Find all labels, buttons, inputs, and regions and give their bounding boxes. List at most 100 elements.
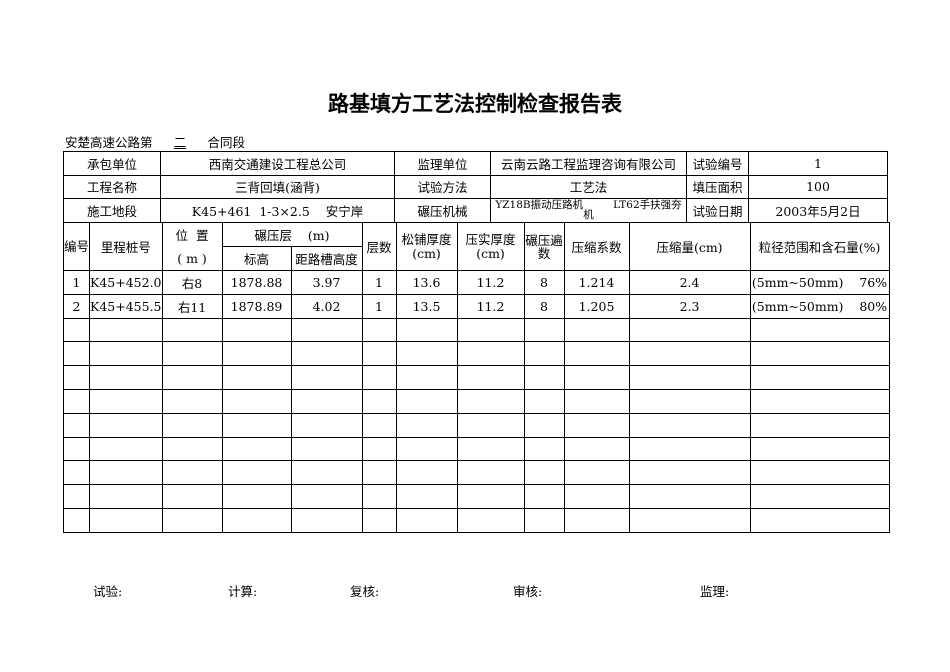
cell-distance — [290, 436, 363, 462]
cell-layers — [361, 412, 397, 438]
cell-station — [89, 412, 163, 438]
cell-layers — [361, 460, 397, 486]
cell-compact-thickness — [456, 341, 525, 367]
cell-position — [161, 341, 223, 367]
cell-grain — [749, 388, 890, 414]
cell-position — [161, 388, 223, 414]
cell-grain — [749, 460, 890, 486]
cell-coefficient — [563, 365, 630, 390]
cell-position — [161, 436, 223, 462]
cell-station — [89, 365, 163, 390]
cell-passes — [523, 412, 565, 438]
page-title: 路基填方工艺法控制检查报告表 — [328, 91, 622, 116]
header-layer: 碾压层 (m) — [221, 222, 363, 247]
cell-elevation — [221, 317, 292, 343]
cell-station — [89, 388, 163, 414]
cell-compact-thickness: 11.2 — [456, 270, 525, 295]
cell-no — [63, 460, 90, 486]
cell-compact-thickness — [456, 436, 525, 462]
cell-elevation — [221, 341, 292, 367]
header-coefficient: 压缩系数 — [563, 222, 630, 271]
results-table: 编号 里程桩号 位 置 碾压层 (m) 层数 松铺厚度(cm) 压实厚度(cm)… — [63, 222, 890, 533]
cell-compact-thickness: 11.2 — [456, 293, 525, 319]
cell-distance — [290, 460, 363, 486]
cell-grain — [749, 484, 890, 509]
cell-grain — [749, 341, 890, 367]
cell-grain — [749, 317, 890, 343]
cell-passes: 8 — [523, 270, 565, 295]
header-amount: 压缩量(cm) — [628, 222, 751, 271]
cell-no — [63, 436, 90, 462]
cell-coefficient: 1.214 — [563, 270, 630, 295]
cell-amount — [628, 388, 751, 414]
footer-test: 试验: — [93, 584, 123, 599]
cell-amount — [628, 341, 751, 367]
cell-station — [89, 460, 163, 486]
table-row — [63, 317, 890, 343]
cell-position: 右11 — [161, 293, 223, 319]
footer-calc: 计算: — [228, 584, 258, 599]
cell-passes: 8 — [523, 293, 565, 319]
cell-amount: 2.4 — [628, 270, 751, 295]
cell-loose-thickness — [395, 341, 458, 367]
cell-coefficient — [563, 436, 630, 462]
cell-compact-thickness — [456, 388, 525, 414]
cell-coefficient: 1.205 — [563, 293, 630, 319]
section-number: 二 — [173, 135, 187, 150]
cell-passes — [523, 341, 565, 367]
cell-station — [89, 436, 163, 462]
cell-distance — [290, 484, 363, 509]
machine: YZ18B振动压路机 LT62手扶强夯机 — [490, 198, 687, 223]
header-passes: 碾压遍数 — [523, 222, 565, 271]
cell-coefficient — [563, 388, 630, 414]
cell-amount — [628, 436, 751, 462]
cell-coefficient — [563, 484, 630, 509]
cell-distance — [290, 412, 363, 438]
cell-passes — [523, 436, 565, 462]
site-label: 施工地段 — [63, 198, 161, 223]
table-row — [63, 436, 890, 462]
table-row: 1 K45+452.0 右8 1878.88 3.97 1 13.6 11.2 8 1.214 2.… — [63, 270, 890, 295]
cell-amount — [628, 412, 751, 438]
subtitle-suffix: 合同段 — [207, 135, 246, 150]
cell-distance: 3.97 — [290, 270, 363, 295]
cell-layers — [361, 388, 397, 414]
cell-loose-thickness — [395, 365, 458, 390]
cell-layers — [361, 484, 397, 509]
cell-coefficient — [563, 341, 630, 367]
table-row — [63, 484, 890, 509]
header-elevation: 标高 — [221, 246, 292, 271]
cell-position — [161, 317, 223, 343]
header-compact-thickness: 压实厚度(cm) — [456, 222, 525, 271]
cell-loose-thickness — [395, 436, 458, 462]
method-label: 试验方法 — [394, 174, 491, 199]
header-position-unit: ( m ) — [161, 246, 223, 271]
cell-distance — [290, 365, 363, 390]
cell-no — [63, 507, 90, 533]
cell-coefficient — [563, 317, 630, 343]
footer-review: 复核: — [350, 584, 380, 599]
header-position: 位 置 — [161, 222, 223, 247]
date: 2003年5月2日 — [748, 198, 888, 223]
cell-position — [161, 460, 223, 486]
cell-no — [63, 317, 90, 343]
subtitle-prefix: 安楚高速公路第 — [65, 135, 153, 150]
cell-loose-thickness — [395, 412, 458, 438]
cell-amount — [628, 460, 751, 486]
cell-loose-thickness — [395, 317, 458, 343]
cell-layers: 1 — [361, 270, 397, 295]
footer-audit: 审核: — [513, 584, 543, 599]
area: 100 — [748, 174, 888, 199]
cell-grain — [749, 436, 890, 462]
cell-grain — [749, 365, 890, 390]
table-row — [63, 507, 890, 533]
cell-distance — [290, 388, 363, 414]
cell-passes — [523, 317, 565, 343]
cell-layers — [361, 365, 397, 390]
method: 工艺法 — [490, 174, 687, 199]
cell-layers — [361, 317, 397, 343]
table-row — [63, 388, 890, 414]
header-distance: 距路槽高度 — [290, 246, 363, 271]
cell-no — [63, 484, 90, 509]
cell-grain: (5mm~50mm) 80% — [749, 293, 890, 319]
